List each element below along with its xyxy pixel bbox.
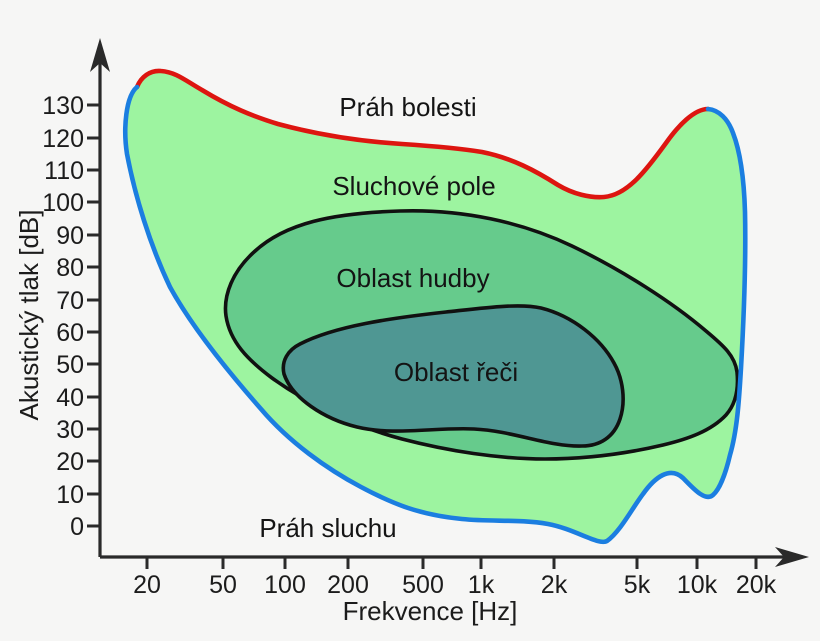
y-tick-0: 0 xyxy=(70,513,84,541)
x-axis-arrow-icon xyxy=(775,547,809,567)
x-tick-marks xyxy=(145,557,758,569)
y-tick-marks xyxy=(87,103,100,528)
x-tick-2k: 2k xyxy=(541,571,568,599)
speech-region-label: Oblast řeči xyxy=(394,357,518,387)
speech-region xyxy=(281,304,625,448)
region-labels: Práh bolesti Sluchové pole Oblast hudby … xyxy=(259,92,518,543)
x-tick-20: 20 xyxy=(133,571,161,599)
x-tick-5k: 5k xyxy=(624,571,651,599)
y-tick-120: 120 xyxy=(42,125,84,153)
pain-threshold-label: Práh bolesti xyxy=(339,92,476,122)
music-region-label: Oblast hudby xyxy=(336,263,489,293)
x-tick-50: 50 xyxy=(209,571,237,599)
y-tick-50: 50 xyxy=(56,351,84,379)
hearing-field-label: Sluchové pole xyxy=(332,171,495,201)
y-tick-40: 40 xyxy=(56,384,84,412)
y-axis-title: Akustický tlak [dB] xyxy=(14,210,44,421)
y-tick-80: 80 xyxy=(56,254,84,282)
x-tick-10k: 10k xyxy=(677,571,718,599)
chart-regions xyxy=(123,68,748,545)
pain-threshold-curve xyxy=(134,68,711,200)
x-tick-1k: 1k xyxy=(468,571,495,599)
hearing-threshold-label: Práh sluchu xyxy=(259,513,396,543)
y-tick-60: 60 xyxy=(56,319,84,347)
x-tick-100: 100 xyxy=(264,571,306,599)
y-tick-10: 10 xyxy=(56,481,84,509)
axes: 130 120 110 100 90 80 70 60 50 40 30 20 … xyxy=(14,38,809,626)
y-tick-30: 30 xyxy=(56,416,84,444)
y-tick-20: 20 xyxy=(56,448,84,476)
y-tick-90: 90 xyxy=(56,222,84,250)
x-tick-20k: 20k xyxy=(736,571,777,599)
hearing-threshold-curve xyxy=(123,84,748,545)
y-tick-labels: 130 120 110 100 90 80 70 60 50 40 30 20 … xyxy=(42,92,84,541)
y-tick-100: 100 xyxy=(42,189,84,217)
x-tick-labels: 20 50 100 200 500 1k 2k 5k 10k 20k xyxy=(133,571,777,599)
y-axis-arrow-icon xyxy=(90,38,110,72)
y-tick-70: 70 xyxy=(56,287,84,315)
x-axis-title: Frekvence [Hz] xyxy=(343,596,518,626)
x-tick-500: 500 xyxy=(402,571,444,599)
x-tick-200: 200 xyxy=(327,571,369,599)
y-tick-130: 130 xyxy=(42,92,84,120)
y-tick-110: 110 xyxy=(44,157,84,185)
